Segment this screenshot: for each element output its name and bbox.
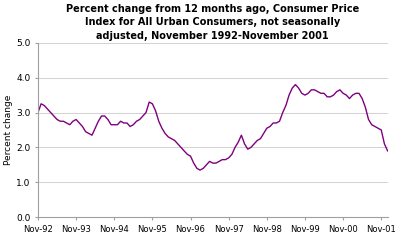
Y-axis label: Percent change: Percent change: [4, 95, 13, 165]
Title: Percent change from 12 months ago, Consumer Price
Index for All Urban Consumers,: Percent change from 12 months ago, Consu…: [66, 4, 359, 40]
